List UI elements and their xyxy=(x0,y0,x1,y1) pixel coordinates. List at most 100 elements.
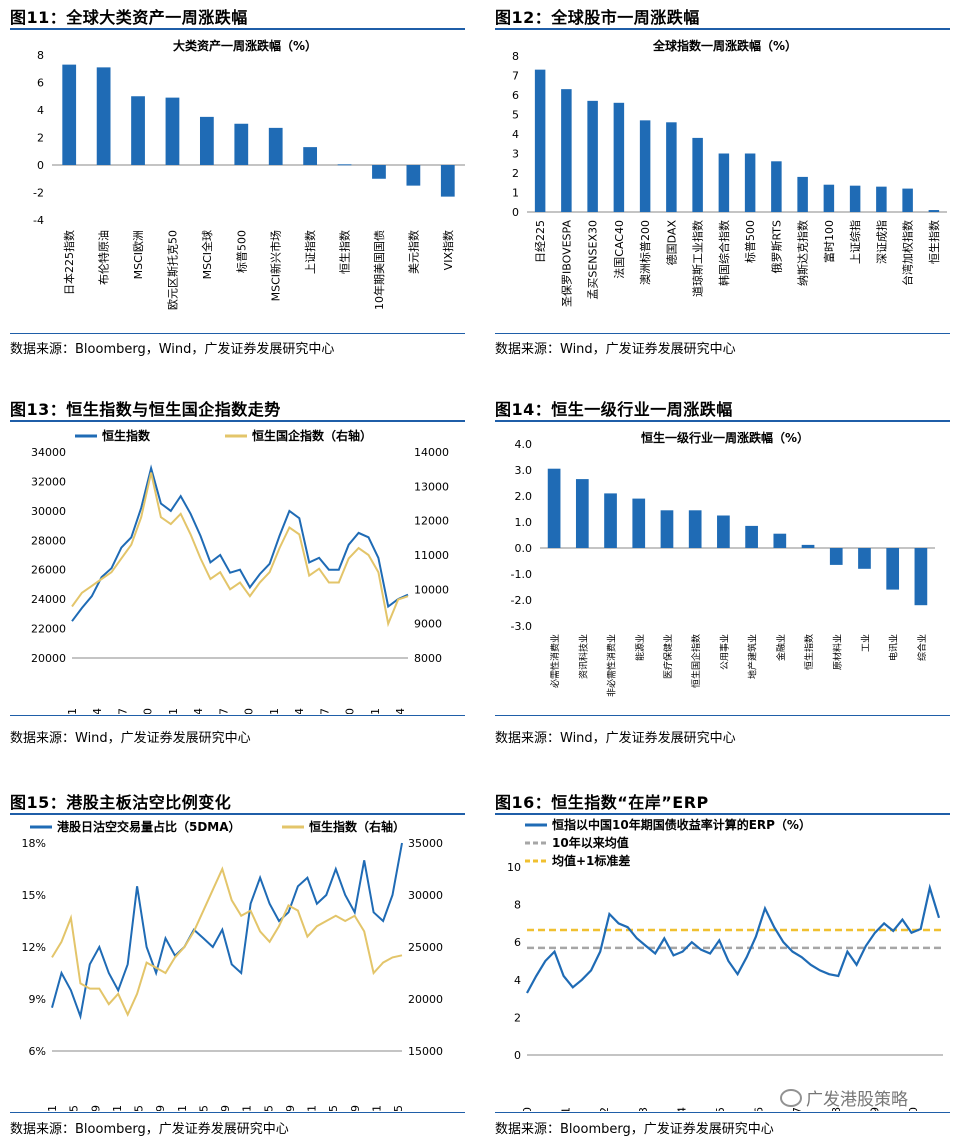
y-left-tick-label: 26000 xyxy=(31,564,66,577)
category-label: 原材料业 xyxy=(831,634,843,670)
category-label: 日本225指数 xyxy=(62,230,76,295)
chart-global-assets: 大类资产一周涨跌幅（%） -4 -2 0 2 4 6 8 日本225指数 布伦特原油 MSCI欧洲 欧… xyxy=(33,38,465,310)
x-tick-label: 2020/04 xyxy=(394,708,407,714)
y-left-tick-label: 30000 xyxy=(31,505,66,518)
y-tick-label: 4 xyxy=(37,104,44,117)
series-line-hsi xyxy=(51,866,403,1018)
bar xyxy=(131,96,145,165)
category-label: 能源业 xyxy=(634,634,646,661)
bar xyxy=(744,153,756,212)
x-tick-label: 2019/07 xyxy=(318,708,331,714)
category-label: MSCI新兴市场 xyxy=(269,230,283,301)
category-label: 恒生国企指数 xyxy=(690,634,702,688)
y-tick-label: 2 xyxy=(514,1011,521,1024)
y-tick-label: 4 xyxy=(512,128,519,141)
category-label: 日经225 xyxy=(534,220,547,263)
category-label: 必需性消费业 xyxy=(549,634,561,688)
fig14-bottom-rule xyxy=(495,715,950,716)
bar xyxy=(914,548,928,606)
bar xyxy=(534,69,546,213)
bar xyxy=(96,67,111,165)
category-label: 公用事业 xyxy=(718,634,730,670)
bar xyxy=(440,165,455,197)
y-left-tick-label: 34000 xyxy=(31,446,66,459)
y-left-tick-label: 6% xyxy=(29,1045,46,1058)
category-label: 深证成指 xyxy=(874,220,888,264)
fig11-title: 图11：全球大类资产一周涨跌幅 xyxy=(10,8,248,27)
category-label: 德国DAX xyxy=(664,220,678,266)
category-label: 孟买SENSEX30 xyxy=(587,220,600,300)
fig11-source: 数据来源：Bloomberg，Wind，广发证券发展研究中心 xyxy=(10,342,335,357)
y-tick-label: -3.0 xyxy=(511,620,532,633)
x-tick-label: 2017/07 xyxy=(116,708,129,714)
category-label: 韩国综合指数 xyxy=(717,220,731,286)
fig11-rule xyxy=(10,28,465,30)
y-left-tick-label: 32000 xyxy=(31,475,66,488)
bar xyxy=(692,137,703,212)
y-tick-label: 1 xyxy=(512,187,519,200)
bar xyxy=(604,493,617,548)
x-tick-label: 2018/01 xyxy=(241,1105,254,1111)
category-label: 纳斯达克指数 xyxy=(796,220,810,286)
category-label: 医疗保健业 xyxy=(662,634,674,679)
y-tick-label: 8 xyxy=(37,49,44,62)
category-label: 圣保罗IBOVESPA xyxy=(559,220,573,307)
category-label: 布伦特原油 xyxy=(97,230,111,285)
category-label: 电讯业 xyxy=(888,634,900,661)
y-right-tick-label: 9000 xyxy=(414,618,442,631)
fig15-bottom-rule xyxy=(10,1112,465,1113)
fig15-source: 数据来源：Bloomberg，广发证券发展研究中心 xyxy=(10,1122,289,1137)
y-tick-label: 0 xyxy=(512,206,519,219)
fig12-source: 数据来源：Wind，广发证券发展研究中心 xyxy=(495,342,736,357)
y-left-tick-label: 20000 xyxy=(31,652,66,665)
bar xyxy=(876,186,887,212)
fig16-bottom-rule xyxy=(495,1112,950,1113)
y-tick-label: 6 xyxy=(37,77,44,90)
x-tick-label: 2017/01 xyxy=(176,1105,189,1111)
x-tick-label: 2011 xyxy=(560,1107,573,1111)
category-label: 恒生指数 xyxy=(927,220,941,264)
fig13-rule xyxy=(10,420,465,422)
x-tick-label: 2015/05 xyxy=(68,1105,81,1111)
category-label: 10年期美国国债 xyxy=(372,230,386,310)
bar xyxy=(234,123,249,165)
watermark-text: 广发港股策略 xyxy=(806,1090,908,1110)
x-tick-label: 2012 xyxy=(598,1107,611,1111)
x-tick-label: 2020 xyxy=(907,1107,920,1111)
fig16-source: 数据来源：Bloomberg，广发证券发展研究中心 xyxy=(495,1122,774,1137)
y-tick-label: -1.0 xyxy=(511,568,532,581)
y-left-tick-label: 28000 xyxy=(31,534,66,547)
chart-short-selling: 港股日沽空交易量占比（5DMA） 恒生指数（右轴） 6% 9% 12% 15% 18% 150… xyxy=(22,819,443,1111)
fig13-bottom-rule xyxy=(10,715,465,716)
x-tick-label: 2016 xyxy=(753,1107,766,1111)
bar xyxy=(718,153,730,212)
category-label: 恒生指数 xyxy=(803,634,815,670)
y-left-tick-label: 12% xyxy=(22,941,46,954)
category-label: 富时100 xyxy=(822,220,836,263)
legend-label: 恒生国企指数（右轴） xyxy=(252,428,372,443)
bar xyxy=(587,100,598,212)
y-left-tick-label: 22000 xyxy=(31,623,66,636)
chart-title: 全球指数一周涨跌幅（%） xyxy=(652,38,797,53)
x-tick-label: 2019/04 xyxy=(293,708,306,714)
bar xyxy=(823,184,835,212)
chart-title: 恒生一级行业一周涨跌幅（%） xyxy=(641,430,809,445)
bar xyxy=(849,185,861,212)
fig13-source: 数据来源：Wind，广发证券发展研究中心 xyxy=(10,731,251,746)
category-label: 上证综指 xyxy=(848,220,862,264)
category-label: 金融业 xyxy=(775,634,787,661)
legend-label: 恒指以中国10年期国债收益率计算的ERP（%） xyxy=(552,817,811,832)
series-line-hscei xyxy=(71,472,409,628)
legend-label: 港股日沽空交易量占比（5DMA） xyxy=(57,819,241,834)
bar xyxy=(199,116,214,165)
category-label: 非必需性消费业 xyxy=(606,634,618,697)
fig12-bottom-rule xyxy=(495,333,950,334)
bar xyxy=(928,210,940,212)
y-left-tick-label: 9% xyxy=(29,993,46,1006)
y-right-tick-label: 12000 xyxy=(414,515,449,528)
bar xyxy=(547,468,561,548)
x-tick-label: 2018/05 xyxy=(262,1105,275,1111)
x-tick-label: 2020/01 xyxy=(370,1105,383,1111)
x-tick-label: 2010 xyxy=(521,1107,534,1111)
fig11-bottom-rule xyxy=(10,333,465,334)
